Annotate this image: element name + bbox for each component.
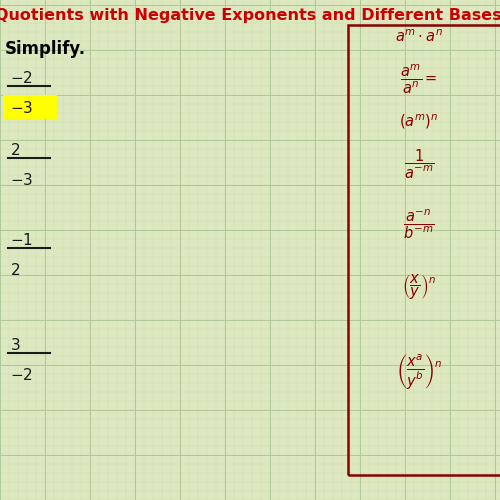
Text: $2$: $2$ [10, 262, 20, 278]
Text: $\left(\dfrac{x}{y}\right)^n$: $\left(\dfrac{x}{y}\right)^n$ [402, 272, 436, 302]
Text: $3$: $3$ [10, 337, 20, 353]
Text: $-3$: $-3$ [10, 172, 34, 188]
Text: $\dfrac{a^m}{a^n} =$: $\dfrac{a^m}{a^n} =$ [400, 62, 438, 96]
FancyBboxPatch shape [3, 95, 57, 119]
Text: $\left(\dfrac{x^a}{y^b}\right)^n$: $\left(\dfrac{x^a}{y^b}\right)^n$ [396, 352, 442, 391]
Text: Simplify.: Simplify. [5, 40, 86, 58]
Text: Quotients with Negative Exponents and Different Bases Ex: Quotients with Negative Exponents and Di… [0, 8, 500, 23]
Text: $-2$: $-2$ [10, 70, 33, 86]
Text: $\dfrac{a^{-n}}{b^{-m}}$: $\dfrac{a^{-n}}{b^{-m}}$ [404, 207, 435, 241]
Text: $a^m \cdot a^n$: $a^m \cdot a^n$ [395, 28, 443, 44]
Text: $-2$: $-2$ [10, 367, 33, 383]
Bar [348, 25, 500, 475]
Text: $-3$: $-3$ [10, 100, 34, 116]
Text: $\dfrac{1}{a^{-m}}$: $\dfrac{1}{a^{-m}}$ [404, 148, 434, 181]
Text: $-1$: $-1$ [10, 232, 33, 248]
Text: $2$: $2$ [10, 142, 20, 158]
Text: $(a^m)^n$: $(a^m)^n$ [400, 112, 439, 130]
